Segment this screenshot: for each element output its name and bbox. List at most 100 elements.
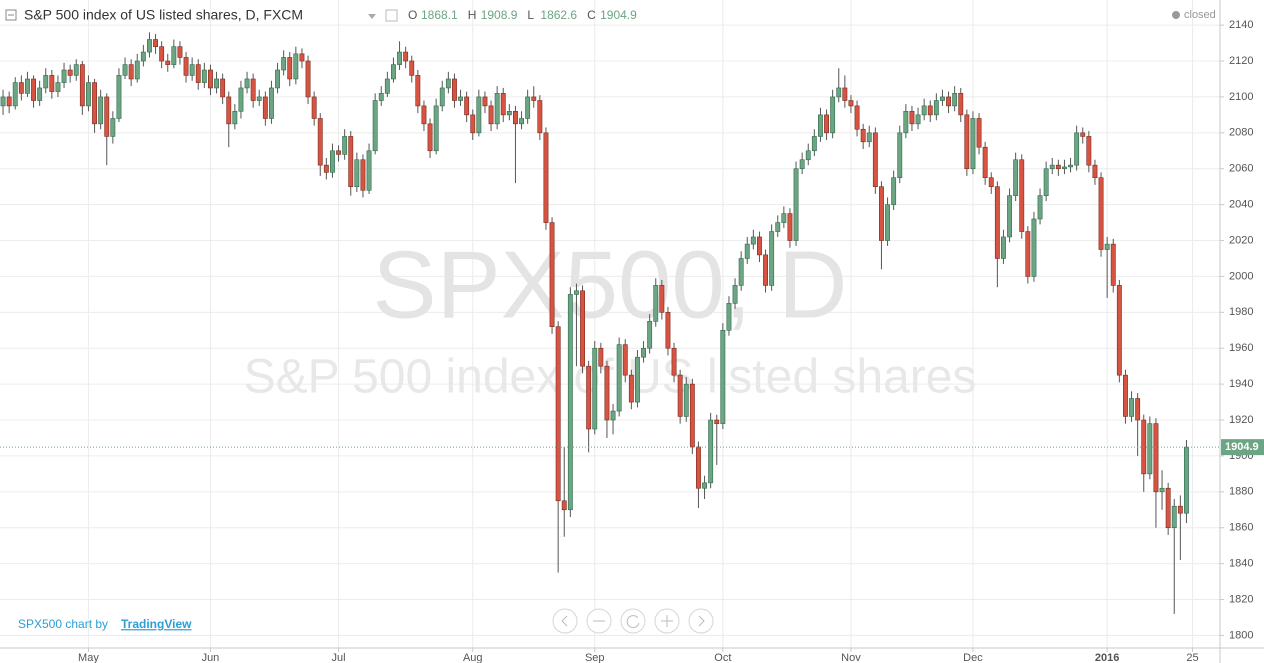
y-tick-label: 1960 bbox=[1229, 342, 1253, 354]
candle-body bbox=[134, 60, 140, 80]
candle-body bbox=[43, 75, 49, 89]
candle-body bbox=[732, 285, 738, 304]
candle-body bbox=[891, 177, 897, 205]
candle-body bbox=[458, 96, 463, 101]
candle-body bbox=[122, 64, 128, 76]
candle-body bbox=[153, 39, 158, 47]
ohlc-letter: L bbox=[527, 8, 534, 22]
candle-body bbox=[147, 39, 152, 53]
ohlc-letter: H bbox=[468, 8, 477, 22]
candle-body bbox=[1147, 423, 1153, 475]
candle-body bbox=[6, 96, 12, 107]
candle-body bbox=[269, 87, 274, 119]
collapse-icon[interactable] bbox=[5, 9, 17, 21]
candle-body bbox=[958, 93, 964, 116]
candle-body bbox=[653, 285, 659, 322]
x-tick-label: Oct bbox=[714, 652, 731, 663]
candle-body bbox=[110, 118, 116, 137]
y-tick-label: 1920 bbox=[1229, 414, 1253, 426]
candle-body bbox=[671, 347, 677, 376]
candle-body bbox=[604, 365, 610, 421]
candle-body bbox=[799, 159, 805, 170]
status: closed bbox=[1184, 9, 1216, 21]
candle-body bbox=[360, 159, 366, 191]
credit-link[interactable]: TradingView bbox=[121, 617, 192, 631]
candle-body bbox=[872, 132, 878, 187]
candle-body bbox=[336, 150, 341, 155]
candle-body bbox=[793, 168, 799, 241]
candle-body bbox=[366, 150, 372, 191]
candle-body bbox=[195, 64, 201, 83]
candle-body bbox=[641, 347, 646, 358]
candle-body bbox=[628, 374, 634, 403]
candle-body bbox=[1055, 164, 1061, 170]
candle-body bbox=[159, 46, 165, 62]
candle-body bbox=[726, 303, 732, 331]
candle-body bbox=[25, 78, 30, 94]
candle-body bbox=[519, 118, 524, 125]
candle-body bbox=[574, 290, 579, 295]
candle-body bbox=[909, 110, 915, 125]
candle-body bbox=[622, 344, 628, 376]
dropdown-arrow[interactable] bbox=[368, 14, 376, 19]
candle-body bbox=[1068, 164, 1073, 168]
candle-body bbox=[488, 105, 494, 125]
candle-body bbox=[702, 482, 707, 489]
candle-body bbox=[994, 186, 1000, 259]
candle-body bbox=[403, 51, 409, 62]
candle-body bbox=[714, 419, 720, 424]
scroll-right-button[interactable] bbox=[688, 608, 714, 634]
candle-body bbox=[635, 356, 640, 403]
candle-body bbox=[830, 96, 836, 134]
y-tick-label: 2000 bbox=[1229, 270, 1253, 282]
candle-body bbox=[256, 96, 262, 101]
candle-body bbox=[1080, 132, 1086, 137]
candle-body bbox=[818, 114, 823, 137]
candle-body bbox=[1098, 177, 1104, 250]
reset-button[interactable] bbox=[620, 608, 646, 634]
candle-body bbox=[1043, 168, 1049, 196]
candle-body bbox=[391, 64, 396, 80]
candle-body bbox=[1171, 505, 1177, 529]
candle-body bbox=[208, 69, 213, 89]
candle-body bbox=[811, 136, 817, 152]
candle-body bbox=[1037, 195, 1043, 220]
candle-body bbox=[1086, 136, 1092, 166]
candle-body bbox=[305, 60, 311, 98]
ohlc-header: O 1868.1 H 1908.9 L 1862.6 C 1904.9 bbox=[408, 8, 637, 22]
ohlc-value: 1862.6 bbox=[540, 8, 577, 22]
candle-body bbox=[567, 294, 573, 511]
candle-body bbox=[433, 105, 439, 152]
y-tick-label: 2120 bbox=[1229, 55, 1253, 67]
candle-body bbox=[1116, 285, 1122, 376]
y-tick-label: 2080 bbox=[1229, 127, 1253, 139]
candle-body bbox=[1177, 505, 1183, 514]
x-tick-label: Nov bbox=[841, 652, 861, 663]
y-tick-label: 2100 bbox=[1229, 91, 1253, 103]
candle-body bbox=[921, 105, 927, 116]
icon bbox=[626, 615, 640, 629]
candle-body bbox=[189, 64, 195, 76]
candle-body bbox=[543, 132, 549, 223]
candle-body bbox=[476, 96, 482, 134]
candle-body bbox=[592, 347, 598, 430]
candle-body bbox=[330, 150, 335, 173]
candle-body bbox=[177, 46, 183, 58]
ohlc-value: 1904.9 bbox=[600, 8, 637, 22]
y-tick-label: 1800 bbox=[1229, 629, 1253, 641]
x-tick-label: Jul bbox=[332, 652, 346, 663]
candle-body bbox=[1092, 164, 1098, 179]
candle-body bbox=[49, 75, 55, 92]
candle-body bbox=[470, 114, 476, 134]
x-tick-label: Sep bbox=[585, 652, 605, 663]
candle-body bbox=[244, 78, 250, 89]
candle-body bbox=[1135, 398, 1141, 421]
candle-body bbox=[1007, 195, 1012, 238]
scroll-left-button[interactable] bbox=[552, 608, 578, 634]
candle-body bbox=[1062, 166, 1067, 170]
settings-icon[interactable] bbox=[385, 9, 398, 22]
candle-body bbox=[421, 105, 427, 125]
candle-body bbox=[201, 69, 207, 83]
candle-body bbox=[836, 87, 842, 98]
